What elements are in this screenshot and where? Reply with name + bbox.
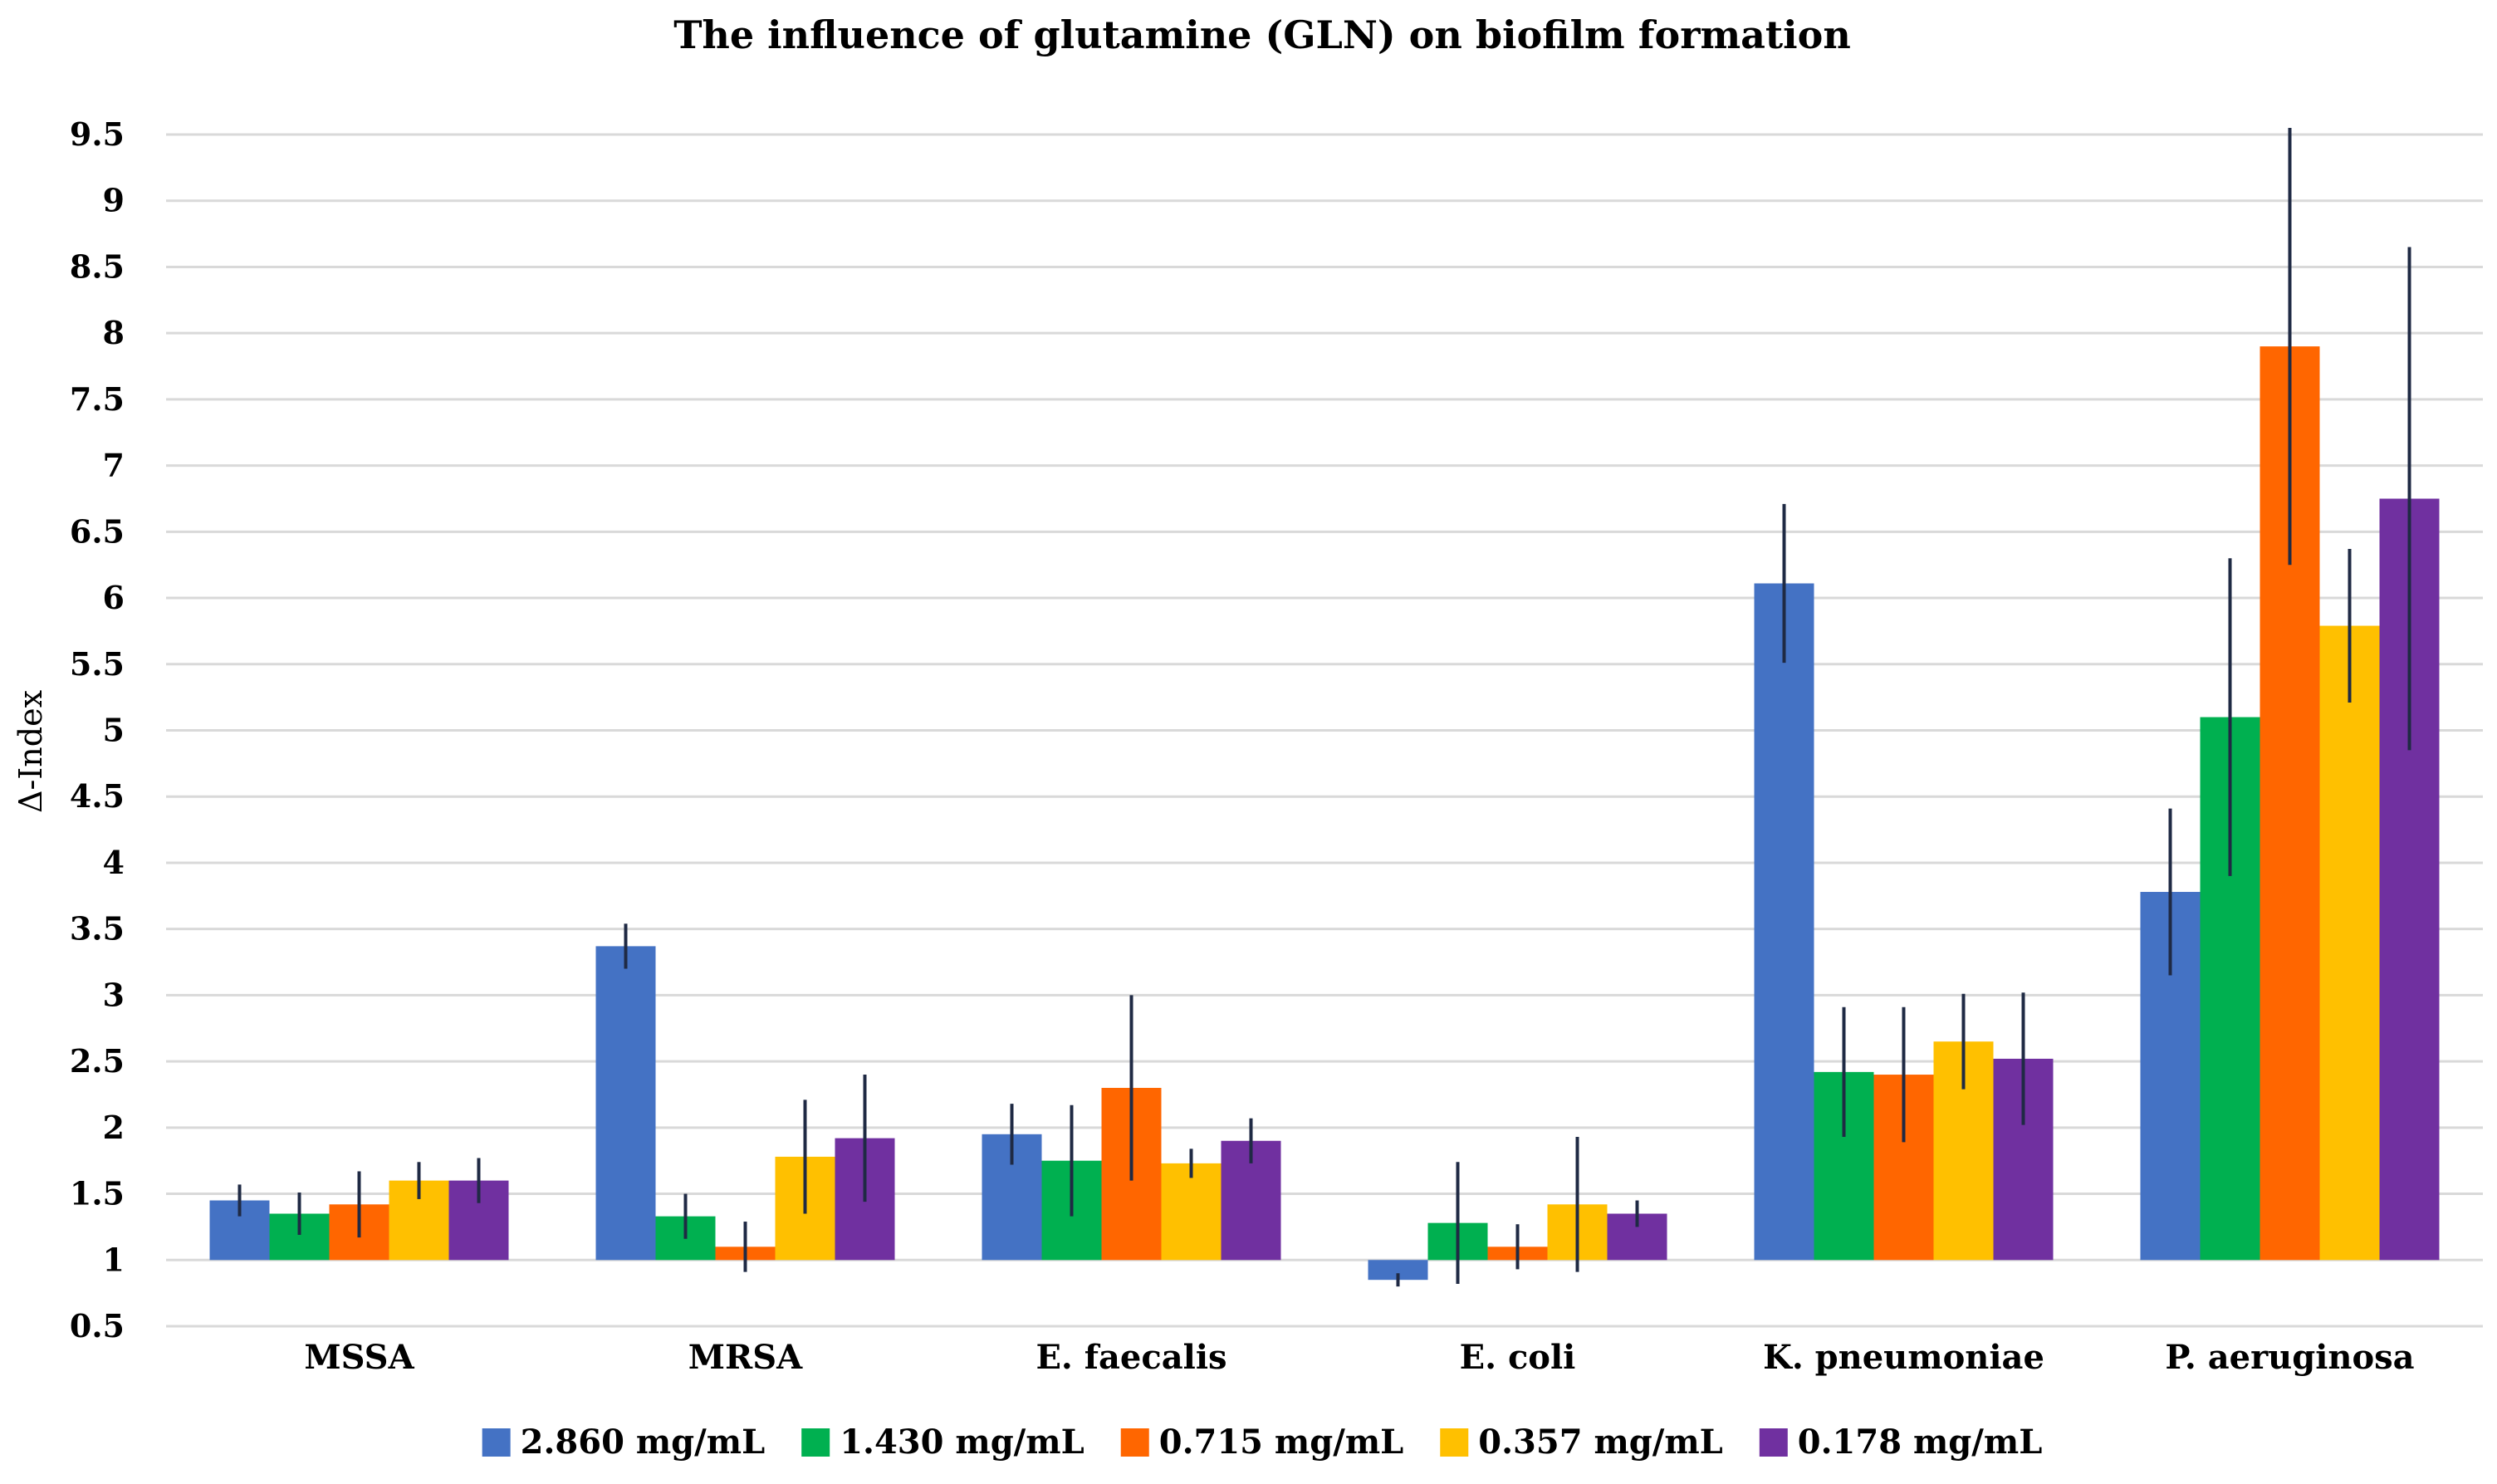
legend-label: 1.430 mg/mL [840, 1423, 1084, 1462]
bar [1754, 583, 1814, 1261]
y-tick-label: 0.5 [70, 1307, 125, 1344]
chart-title: The influence of glutamine (GLN) on biof… [673, 12, 1851, 57]
x-tick-label: P. aeruginosa [2165, 1338, 2414, 1377]
legend-swatch [1759, 1428, 1788, 1457]
bars [209, 346, 2440, 1281]
x-tick-label: E. coli [1460, 1338, 1576, 1377]
y-axis-label: Δ-Index [12, 690, 49, 813]
y-tick-label: 8 [103, 314, 125, 351]
x-axis-ticks: MSSA MRSA E. faecalis E. coli K. pneumoniae P… [304, 1338, 2414, 1377]
y-tick-label: 8.5 [70, 247, 125, 285]
bar [595, 946, 656, 1261]
x-tick-label: MSSA [304, 1338, 414, 1377]
bar [1161, 1163, 1222, 1261]
bar [1368, 1260, 1428, 1281]
gridlines [166, 133, 2483, 1328]
legend-swatch [482, 1428, 511, 1457]
legend-swatch [1440, 1428, 1469, 1457]
legend-label: 0.178 mg/mL [1798, 1423, 2043, 1462]
y-tick-label: 5 [103, 712, 125, 749]
y-tick-label: 1 [103, 1241, 125, 1278]
error-bars [237, 128, 2411, 1287]
y-tick-label: 2 [103, 1109, 125, 1146]
y-tick-label: 7 [103, 447, 125, 484]
x-tick-label: E. faecalis [1036, 1338, 1226, 1377]
x-tick-label: MRSA [688, 1338, 803, 1377]
legend-swatch [1120, 1428, 1149, 1457]
y-tick-label: 4 [103, 844, 125, 881]
bar [2319, 625, 2380, 1261]
y-tick-label: 9.5 [70, 115, 125, 153]
y-tick-label: 4.5 [70, 777, 125, 815]
legend-label: 2.860 mg/mL [521, 1423, 766, 1462]
legend: 2.860 mg/mL 1.430 mg/mL 0.715 mg/mL 0.357 m… [482, 1423, 2043, 1462]
y-axis-ticks: 0.5 1 1.5 2 2.5 3 3.5 4 4.5 5 5.5 6 6.5 7 7.5 8 8.5 9 9.5 [70, 115, 125, 1344]
y-tick-label: 6 [103, 579, 125, 616]
legend-label: 0.357 mg/mL [1478, 1423, 1723, 1462]
y-tick-label: 9 [103, 182, 125, 219]
y-tick-label: 3.5 [70, 910, 125, 948]
x-tick-label: K. pneumoniae [1763, 1338, 2044, 1377]
y-tick-label: 7.5 [70, 380, 125, 418]
legend-label: 0.715 mg/mL [1159, 1423, 1404, 1462]
y-tick-label: 6.5 [70, 512, 125, 550]
legend-swatch [801, 1428, 830, 1457]
y-tick-label: 1.5 [70, 1175, 125, 1212]
y-tick-label: 5.5 [70, 645, 125, 683]
y-tick-label: 2.5 [70, 1042, 125, 1080]
y-tick-label: 3 [103, 976, 125, 1013]
